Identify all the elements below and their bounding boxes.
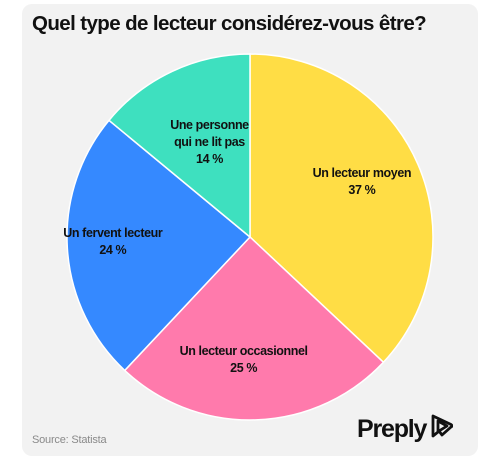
slice-label: Un lecteur moyen 37 % (313, 165, 412, 199)
slice-category-label: qui ne lit pas (174, 134, 245, 149)
slice-category-label: Une personne (170, 117, 249, 132)
slice-value-label: 14 % (196, 151, 223, 166)
slice-label: Un lecteur occasionnel 25 % (180, 343, 308, 377)
pie-slice (107, 53, 251, 239)
pie-slice (66, 119, 252, 372)
preply-logo-icon (429, 414, 454, 445)
slice-value-label: 25 % (230, 361, 258, 376)
slice-label: Un fervent lecteur 24 % (63, 225, 162, 259)
brand-name: Preply (357, 415, 427, 443)
brand-logo: Preply (357, 414, 454, 445)
slice-value-label: 37 % (348, 182, 376, 197)
pie-slice (123, 235, 385, 421)
slice-value-label: 24 % (99, 243, 127, 258)
chart-title: Quel type de lecteur considérez-vous êtr… (32, 12, 427, 35)
slice-category-label: Un fervent lecteur (63, 226, 163, 241)
slice-label: Une personne qui ne lit pas 14 % (170, 117, 249, 168)
slice-category-label: Un lecteur occasionnel (179, 344, 308, 359)
pie-slice (249, 53, 434, 364)
source-note: Source: Statista (32, 434, 107, 446)
slice-category-label: Un lecteur moyen (312, 165, 412, 180)
